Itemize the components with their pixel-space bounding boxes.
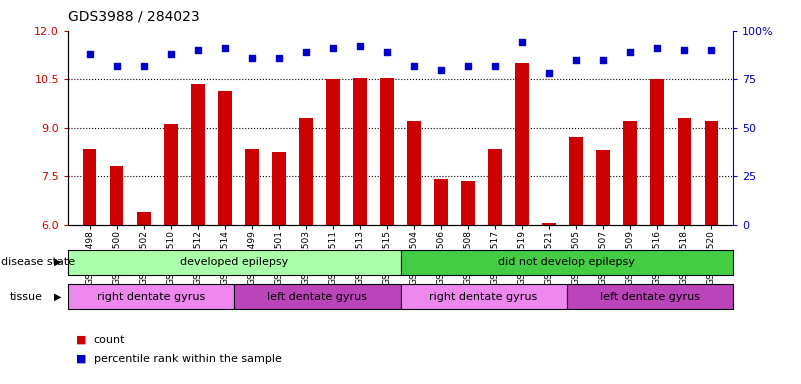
Text: percentile rank within the sample: percentile rank within the sample — [94, 354, 282, 364]
Bar — [542, 223, 556, 225]
Point — [624, 49, 637, 55]
Point — [380, 49, 393, 55]
Text: ■: ■ — [76, 335, 90, 345]
Text: ▶: ▶ — [54, 291, 62, 302]
Bar — [137, 212, 151, 225]
Point — [83, 51, 96, 57]
Bar — [380, 78, 394, 225]
Bar — [623, 121, 637, 225]
Point — [461, 63, 474, 69]
Bar — [299, 118, 312, 225]
Point — [408, 63, 421, 69]
Text: GDS3988 / 284023: GDS3988 / 284023 — [68, 10, 199, 23]
Bar — [515, 63, 529, 225]
Point — [570, 57, 582, 63]
Bar — [272, 152, 286, 225]
Bar — [400, 250, 733, 275]
Bar — [218, 91, 231, 225]
Point — [353, 43, 366, 49]
Bar — [650, 79, 664, 225]
Bar — [68, 284, 235, 309]
Point — [300, 49, 312, 55]
Bar — [191, 84, 204, 225]
Point — [435, 66, 448, 73]
Bar — [489, 149, 502, 225]
Point — [705, 47, 718, 53]
Point — [219, 45, 231, 51]
Text: disease state: disease state — [1, 257, 75, 267]
Point — [137, 63, 150, 69]
Bar — [326, 79, 340, 225]
Bar — [164, 124, 178, 225]
Text: ■: ■ — [76, 354, 90, 364]
Point — [489, 63, 501, 69]
Point — [191, 47, 204, 53]
Bar — [245, 149, 259, 225]
Bar — [461, 181, 475, 225]
Point — [516, 39, 529, 45]
Point — [543, 70, 556, 76]
Bar — [570, 137, 583, 225]
Point — [597, 57, 610, 63]
Bar — [83, 149, 96, 225]
Bar — [110, 167, 123, 225]
Bar — [678, 118, 691, 225]
Bar — [353, 78, 367, 225]
Bar — [407, 121, 421, 225]
Point — [327, 45, 340, 51]
Point — [651, 45, 664, 51]
Text: left dentate gyrus: left dentate gyrus — [600, 291, 700, 302]
Text: count: count — [94, 335, 125, 345]
Point — [678, 47, 690, 53]
Bar — [567, 284, 733, 309]
Bar — [597, 150, 610, 225]
Text: tissue: tissue — [10, 291, 42, 302]
Text: left dentate gyrus: left dentate gyrus — [268, 291, 368, 302]
Point — [245, 55, 258, 61]
Text: ▶: ▶ — [54, 257, 62, 267]
Bar — [235, 284, 400, 309]
Text: developed epilepsy: developed epilepsy — [180, 257, 288, 267]
Bar — [434, 179, 448, 225]
Point — [111, 63, 123, 69]
Text: right dentate gyrus: right dentate gyrus — [97, 291, 205, 302]
Bar — [68, 250, 400, 275]
Text: did not develop epilepsy: did not develop epilepsy — [498, 257, 635, 267]
Bar — [400, 284, 567, 309]
Bar — [705, 121, 718, 225]
Text: right dentate gyrus: right dentate gyrus — [429, 291, 537, 302]
Point — [164, 51, 177, 57]
Point — [272, 55, 285, 61]
